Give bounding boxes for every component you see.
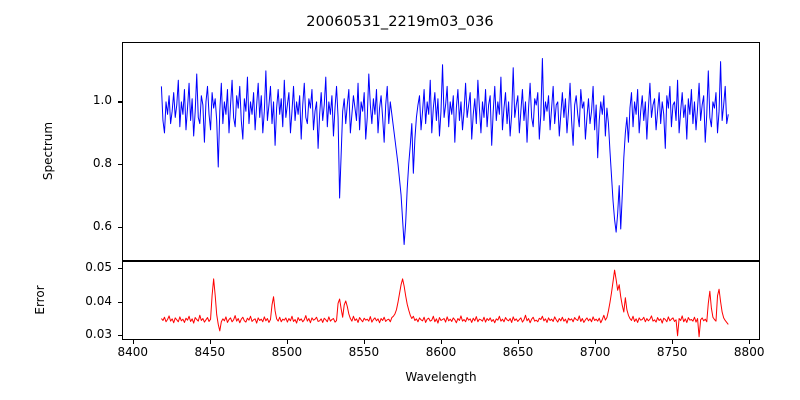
x-axis-tick-label: 8600 xyxy=(425,345,457,359)
x-axis-tick-label: 8400 xyxy=(117,345,149,359)
spectrum-plot-panel xyxy=(122,42,760,261)
x-axis-tick-label: 8550 xyxy=(348,345,380,359)
x-axis-tick xyxy=(132,340,134,344)
x-axis-tick-label: 8450 xyxy=(194,345,226,359)
x-axis-tick-label: 8500 xyxy=(271,345,303,359)
spectrum-data-line xyxy=(123,43,759,260)
x-axis-tick xyxy=(749,340,751,344)
spectrum-y-tick-label: 0.6 xyxy=(92,218,112,233)
spectrum-y-tick-label: 0.8 xyxy=(92,156,112,170)
x-axis-tick-label: 8700 xyxy=(579,345,611,359)
x-axis-tick xyxy=(363,340,366,344)
x-axis-tick xyxy=(441,340,443,344)
x-axis-tick-label: 8650 xyxy=(502,345,534,359)
spectrum-y-tick xyxy=(118,226,122,228)
x-axis-tick xyxy=(286,340,288,344)
error-axis-label: Error xyxy=(33,285,47,315)
x-axis-tick-label: 8750 xyxy=(656,345,688,359)
error-y-tick xyxy=(118,301,122,303)
x-axis-tick xyxy=(672,340,674,344)
error-plot-panel xyxy=(122,261,760,340)
spectrum-y-tick xyxy=(118,101,122,103)
spectrum-axis-label: Spectrum xyxy=(41,121,55,181)
spectrum-y-tick xyxy=(118,164,122,166)
error-y-tick xyxy=(118,335,122,337)
x-axis-tick xyxy=(518,340,520,344)
x-axis-tick-label: 8800 xyxy=(733,345,765,359)
x-axis-label: Wavelength xyxy=(405,370,477,384)
error-y-tick-label: 0.04 xyxy=(85,293,112,308)
page-title: 20060531_2219m03_036 xyxy=(306,14,494,30)
error-y-tick-label: 0.03 xyxy=(85,327,112,341)
x-axis-tick xyxy=(209,340,211,344)
error-data-line xyxy=(123,262,759,339)
error-y-tick-label: 0.05 xyxy=(85,260,112,275)
x-axis-tick xyxy=(595,340,597,344)
spectrum-y-tick-label: 1.0 xyxy=(92,93,112,108)
error-y-tick xyxy=(118,268,122,270)
